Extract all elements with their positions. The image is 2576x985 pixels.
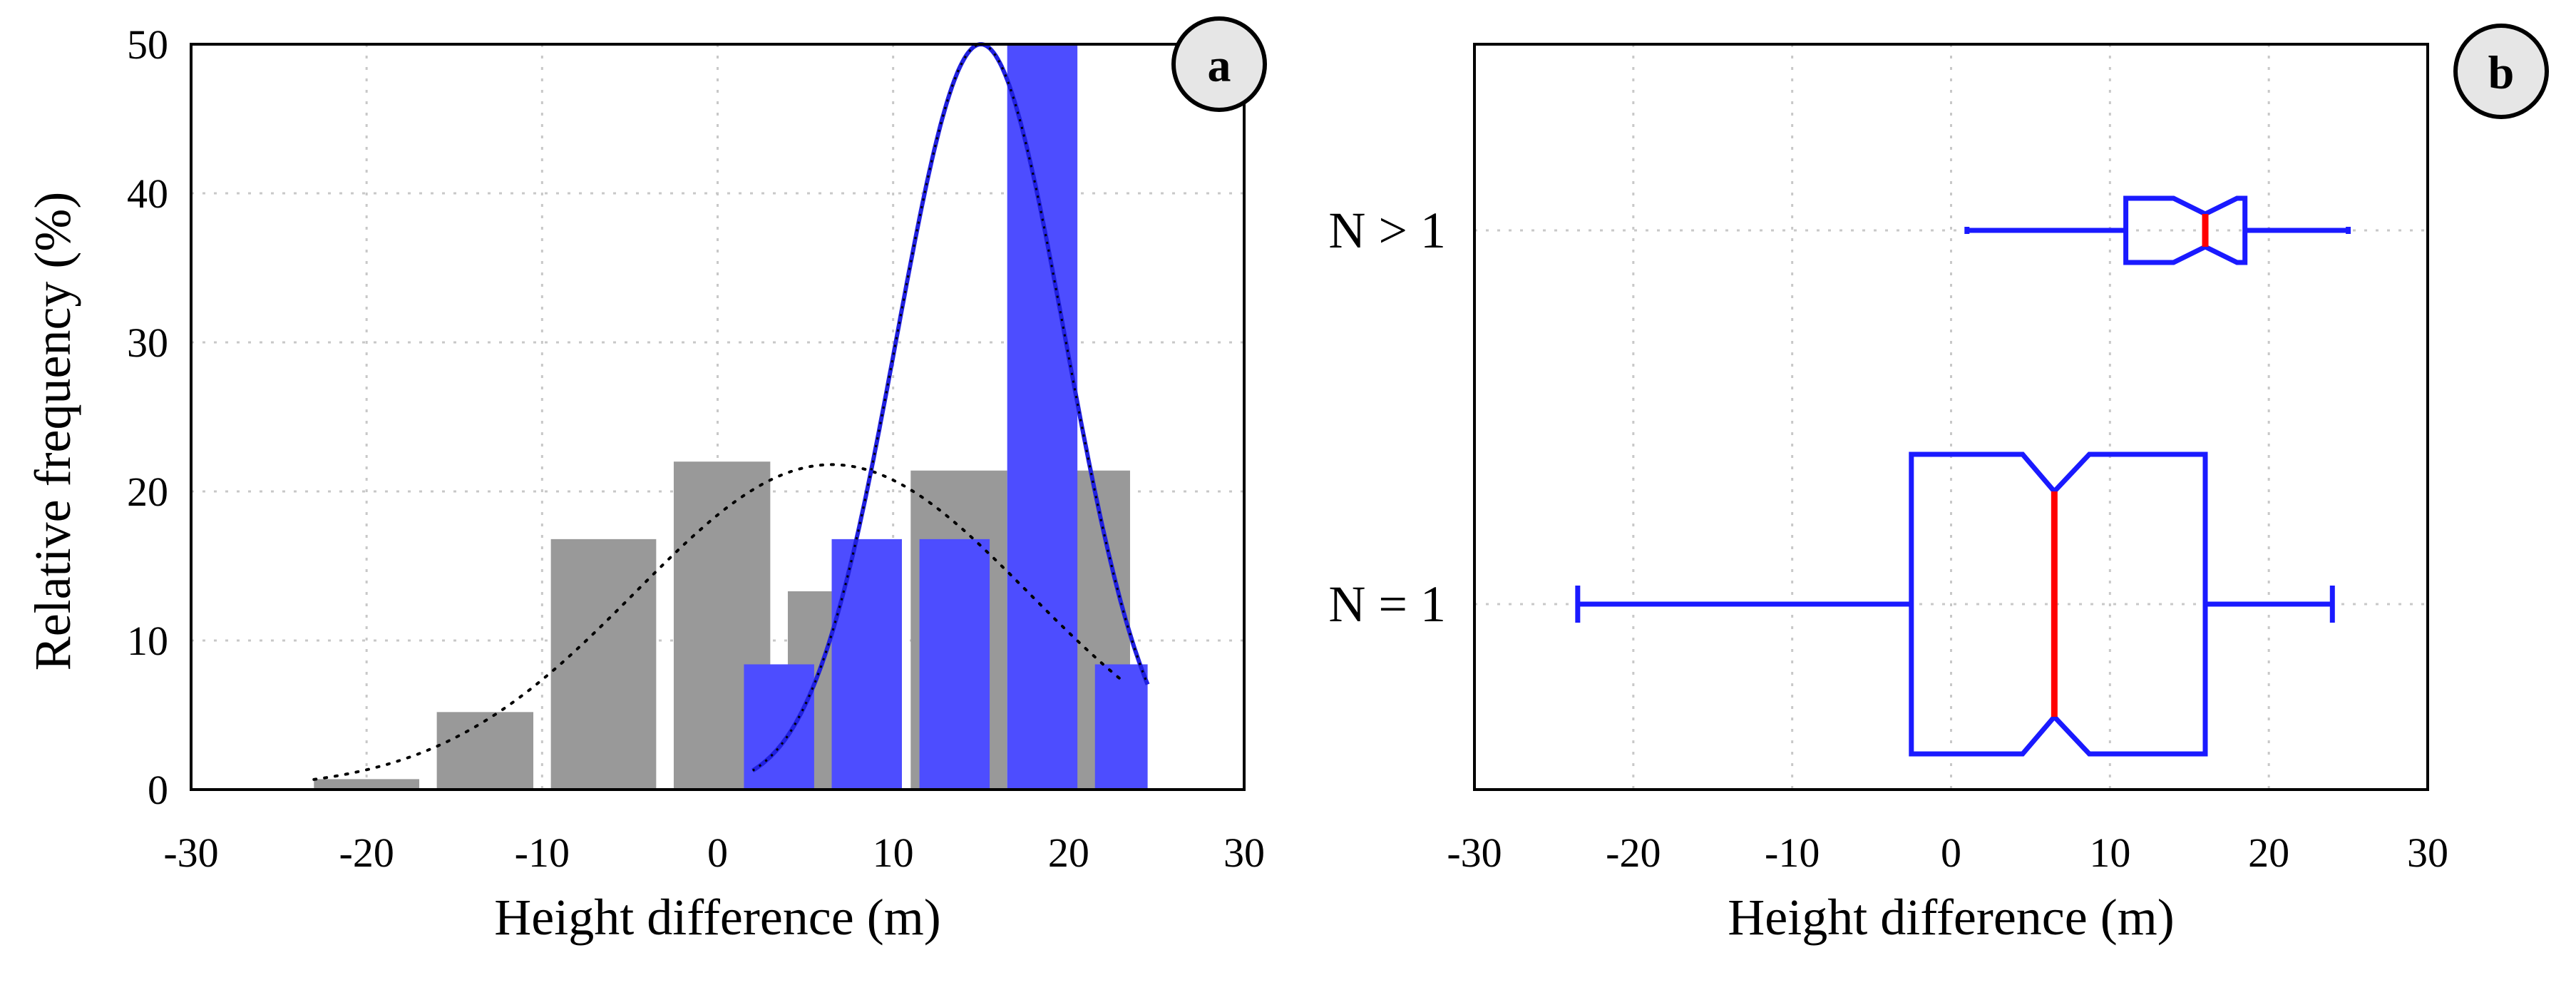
panel-a-y-tick-label: 40: [127, 170, 168, 217]
panel-b-x-tick-label: -10: [1765, 830, 1820, 876]
panel-a: -30 -20 -10 0 10 20 30 0 10 20 30 40 50 Height diff…: [24, 16, 1267, 946]
panel-b-x-tick-label: -20: [1606, 830, 1661, 876]
bar-n-equal-1: [436, 712, 534, 790]
panel-a-x-tick-label: 30: [1223, 830, 1265, 876]
notched-box-n-greater-1: [2123, 195, 2248, 265]
panel-a-y-tick-label: 10: [127, 618, 168, 664]
panel-a-y-tick-label: 50: [127, 21, 168, 68]
panel-a-y-tick-labels: 0 10 20 30 40 50: [127, 21, 168, 813]
panel-a-x-tick-label: -10: [515, 830, 570, 876]
panel-b-category-label: N > 1: [1328, 202, 1446, 259]
panel-b-badge-label: b: [2488, 47, 2515, 99]
panel-b-plot-frame: [1473, 43, 2429, 791]
panel-b-x-tick-label: -30: [1447, 830, 1502, 876]
panel-a-y-tick-label: 30: [127, 320, 168, 366]
panel-a-x-tick-label: -20: [339, 830, 394, 876]
panel-b-category-labels: N > 1 N = 1: [1328, 202, 1446, 633]
panel-b-x-axis-label: Height difference (m): [1728, 889, 2174, 946]
panel-b: -30 -20 -10 0 10 20 30 N > 1 N = 1 Height diffe…: [1328, 24, 2549, 946]
panel-b-x-tick-labels: -30 -20 -10 0 10 20 30: [1447, 830, 2448, 876]
panel-a-x-tick-label: 10: [873, 830, 914, 876]
bar-n-greater-1: [831, 539, 902, 790]
bar-n-equal-1: [550, 539, 657, 790]
panel-b-x-tick-label: 30: [2407, 830, 2448, 876]
panel-a-fit-curves: [312, 42, 1150, 781]
panel-a-x-tick-label: -30: [163, 830, 218, 876]
panel-b-boxplots: [1575, 195, 2351, 757]
panel-b-x-tick-label: 10: [2089, 830, 2130, 876]
panel-a-badge-label: a: [1208, 40, 1231, 92]
fit-curve-n-greater-1-dotted: [751, 43, 1149, 772]
bar-n-greater-1: [919, 539, 990, 790]
panel-a-badge-circle: [1171, 16, 1267, 112]
panel-a-x-tick-label: 0: [707, 830, 728, 876]
panel-b-badge: b: [2453, 24, 2549, 119]
panel-b-badge-circle: [2453, 24, 2549, 119]
panel-a-y-tick-label: 20: [127, 469, 168, 515]
panel-b-grid: [1474, 44, 2428, 790]
bar-n-greater-1: [1007, 44, 1078, 790]
panel-a-plot-frame: [190, 43, 1246, 791]
bar-n-greater-1: [1094, 664, 1148, 790]
panel-a-x-tick-labels: -30 -20 -10 0 10 20 30: [163, 830, 1265, 876]
panel-b-category-label: N = 1: [1328, 576, 1446, 633]
panel-a-x-tick-label: 20: [1048, 830, 1089, 876]
panel-a-y-tick-label: 0: [148, 767, 168, 813]
panel-a-x-axis-label: Height difference (m): [494, 889, 940, 946]
fit-curve-n-equal-1: [312, 463, 1123, 781]
panel-b-x-tick-label: 0: [1941, 830, 1961, 876]
panel-a-badge: a: [1171, 16, 1267, 112]
panel-b-x-tick-label: 20: [2248, 830, 2289, 876]
notched-box-n-equal-1: [1909, 451, 2208, 757]
panel-a-y-axis-label: Relative frequency (%): [24, 192, 81, 671]
bar-n-equal-1: [314, 779, 420, 790]
